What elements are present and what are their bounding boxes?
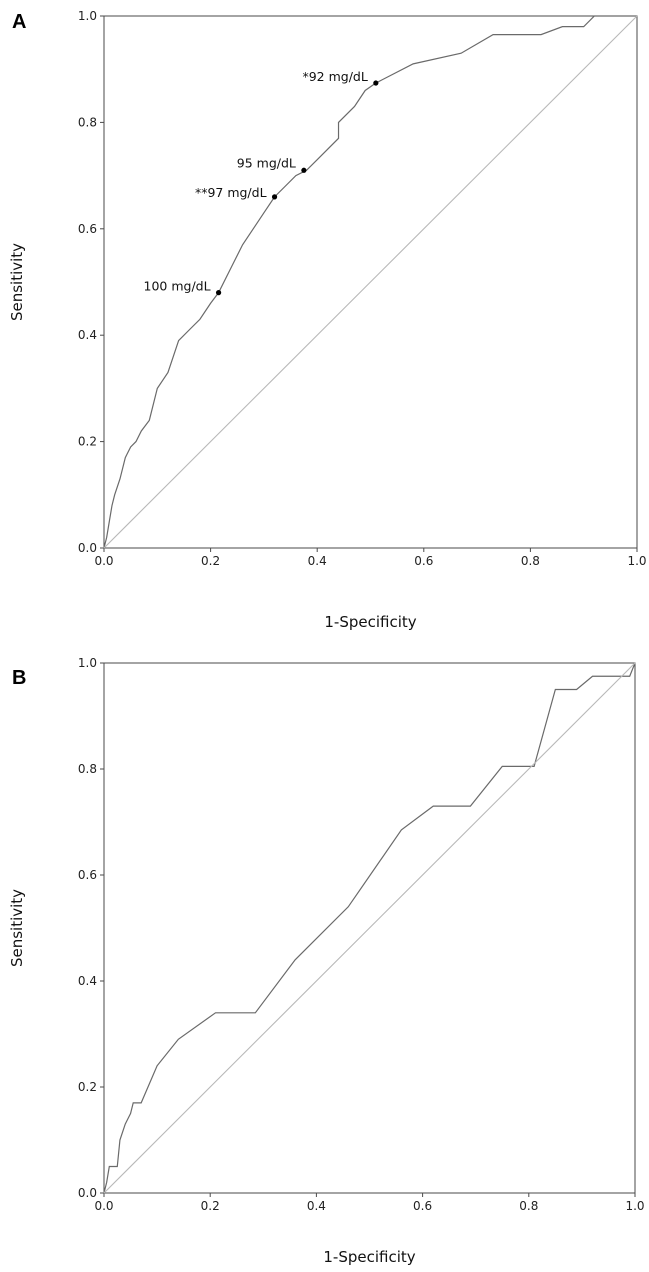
panel-a-x-axis-title: 1-Specificity [324, 613, 416, 631]
panel-b-letter: B [12, 667, 26, 689]
panel-a-cut-point [301, 167, 307, 173]
panel-a-x-tick-label: 0.4 [308, 554, 327, 568]
panel-b-y-tick-label: 0.4 [78, 974, 97, 988]
panel-a-x-tick-label: 0.2 [201, 554, 220, 568]
panel-a-y-tick-label: 0.4 [78, 328, 97, 342]
panel-b-x-tick-label: 0.4 [307, 1199, 326, 1213]
panel-a-cut-point-label: *92 mg/dL [302, 69, 367, 84]
panel-b-y-tick-label: 0.2 [78, 1080, 97, 1094]
panel-b-x-tick-label: 0.6 [413, 1199, 432, 1213]
panel-b-roc-line [103, 662, 636, 1194]
panel-a-reference-line [103, 15, 638, 549]
panel-a-cut-point [215, 290, 222, 296]
panel-b-x-tick-label: 0.2 [201, 1199, 220, 1213]
panel-b-y-tick-label: 0.0 [78, 1186, 97, 1200]
panel-a-y-tick-label: 0.6 [78, 222, 97, 236]
panel-b-y-axis-title: Sensitivity [8, 889, 26, 967]
panel-a-roc-line [103, 15, 637, 549]
panel-a-y-axis-title: Sensitivity [8, 243, 26, 321]
panel-a-cut-point-label: 100 mg/dL [144, 279, 211, 294]
panel-a-x-tick-label: 0.8 [521, 554, 540, 568]
panel-a-plot-frame [103, 15, 638, 549]
panel-b-y-tick-label: 0.6 [78, 868, 97, 882]
panel-a-y-tick-label: 1.0 [78, 9, 97, 23]
panel-b-y-tick-label: 0.8 [78, 762, 97, 776]
panel-b-x-tick-label: 0.0 [94, 1199, 113, 1213]
panel-b-x-tick-label: 0.8 [519, 1199, 538, 1213]
panel-b-x-tick-label: 1.0 [625, 1199, 644, 1213]
panel-a-y-tick-label: 0.8 [78, 115, 97, 129]
panel-a-cut-point-label: **97 mg/dL [195, 185, 267, 200]
panel-a-letter: A [12, 11, 26, 33]
panel-a-x-tick-label: 1.0 [627, 554, 646, 568]
panel-a-x-tick-label: 0.0 [94, 554, 113, 568]
panel-a-y-tick-label: 0.2 [78, 435, 97, 449]
panel-b-y-tick-label: 1.0 [78, 656, 97, 670]
panel-a-cut-point [271, 194, 278, 200]
panel-a-cut-point-label: 95 mg/dL [237, 155, 296, 170]
panel-a-y-tick-label: 0.0 [78, 541, 97, 555]
panel-b-reference-line [103, 662, 636, 1194]
panel-b-x-axis-title: 1-Specificity [323, 1248, 415, 1266]
panel-a-x-tick-label: 0.6 [414, 554, 433, 568]
panel-a-cut-point [373, 80, 379, 86]
panel-b-plot-frame [103, 662, 636, 1194]
